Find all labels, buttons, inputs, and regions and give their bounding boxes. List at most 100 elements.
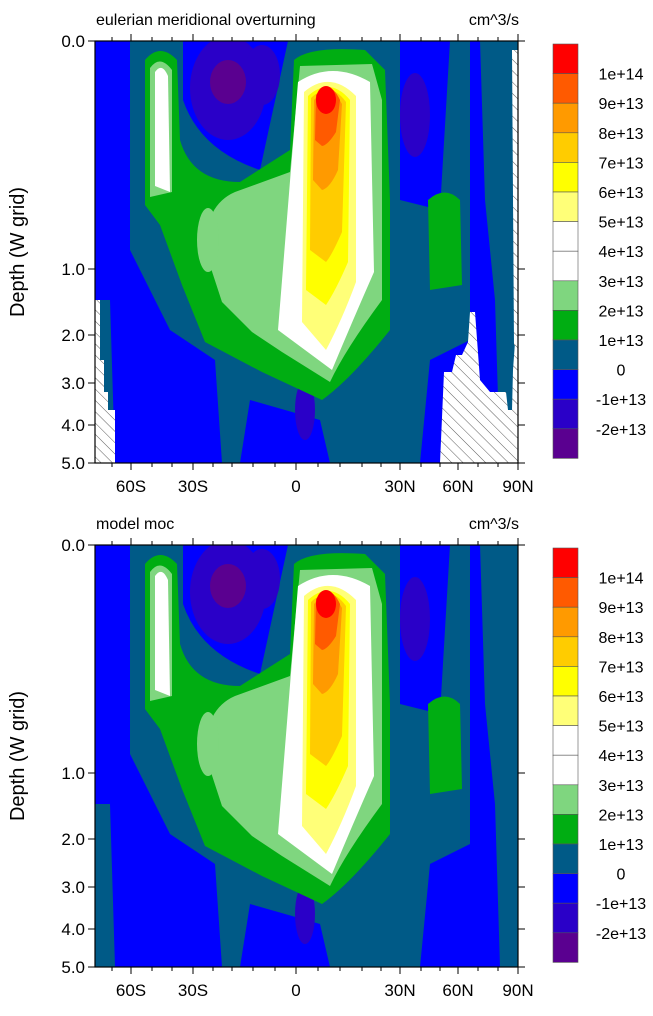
colorbar-label: 9e+13: [599, 96, 644, 113]
colorbar-box: [552, 339, 579, 370]
colorbar-box: [552, 932, 579, 963]
land-mask-arctic: [512, 50, 518, 345]
colorbar-box: [552, 873, 579, 904]
contour-level-2e13-to-3e13: [197, 208, 219, 272]
colorbar-label: 1e+13: [599, 333, 644, 350]
y-axis-label: Depth (W grid): [7, 187, 29, 317]
colorbar-box: [552, 784, 579, 815]
contour-level-0-to-1e13-north: [480, 545, 518, 967]
contour-level-3e13-to-5e13: [155, 67, 170, 192]
contour-level-minus2e13: [244, 549, 280, 609]
contour-level-1e13-to-2e13-north: [428, 192, 462, 290]
colorbar-box: [552, 902, 579, 934]
colorbar-label: -1e+13: [596, 896, 646, 913]
plot-panel-2: 60S 30S 0 30N 60N 90N 0.0 1.0 2.0 3.0 4.0 5.0 model …: [7, 516, 646, 1000]
colorbar-box: [552, 73, 579, 104]
colorbar-box: [552, 666, 579, 697]
y-tick-label: 1.0: [61, 764, 85, 783]
y-tick-label: 0.0: [61, 536, 85, 555]
contour-level-minus2e13: [400, 577, 430, 661]
colorbar-box: [552, 547, 579, 578]
colorbar-label: 0: [617, 363, 626, 380]
x-tick-label: 0: [291, 981, 300, 1000]
colorbar-label: -2e+13: [596, 926, 646, 943]
contour-level-minus2e13: [244, 45, 280, 105]
plot-frame: [94, 544, 519, 968]
colorbar-box: [552, 250, 579, 282]
units-label: cm^3/s: [469, 12, 519, 29]
y-tick-label: 2.0: [61, 830, 85, 849]
colorbar-label: 5e+13: [599, 719, 644, 736]
colorbar-label: 2e+13: [599, 303, 644, 320]
contour-level-3e13-to-5e13: [155, 571, 170, 696]
plot-frame: [94, 40, 519, 464]
colorbar-box: [552, 310, 579, 341]
colorbar-label: 6e+13: [599, 185, 644, 202]
land-mask-north: [440, 300, 518, 463]
contour-field: [95, 41, 518, 463]
x-tick-label: 60N: [442, 981, 473, 1000]
land-mask-south: [95, 300, 115, 463]
y-tick-label: 2.0: [61, 326, 85, 345]
colorbar-label: 7e+13: [599, 659, 644, 676]
x-tick-label: 60S: [116, 477, 146, 496]
colorbar-box: [552, 369, 579, 400]
colorbar-box: [552, 398, 579, 430]
contour-field: [95, 545, 518, 967]
colorbar-label: 5e+13: [599, 215, 644, 232]
contour-level-minus2e13: [295, 884, 315, 944]
colorbar-box: [552, 606, 579, 638]
colorbar-label: 1e+14: [599, 67, 644, 84]
colorbar-box: [552, 843, 579, 874]
contour-level-0-to-1e13-north: [480, 41, 518, 463]
colorbar-box: [552, 280, 579, 311]
x-tick-label: 30N: [384, 981, 415, 1000]
y-tick-label: 0.0: [61, 32, 85, 51]
colorbar-label: 7e+13: [599, 155, 644, 172]
y-tick-label: 3.0: [61, 878, 85, 897]
colorbar-label: -2e+13: [596, 422, 646, 439]
y-tick-label: 5.0: [61, 958, 85, 977]
colorbar-label: 1e+13: [599, 837, 644, 854]
contour-level-above-1e14: [316, 590, 336, 618]
contour-level-2e13-to-3e13: [197, 712, 219, 776]
colorbar-label: -1e+13: [596, 392, 646, 409]
contour-level-1e13-to-2e13-north: [428, 696, 462, 794]
x-tick-label: 30S: [178, 477, 208, 496]
colorbar-label: 4e+13: [599, 748, 644, 765]
y-tick-label: 4.0: [61, 920, 85, 939]
colorbar-label: 3e+13: [599, 778, 644, 795]
x-tick-label: 90N: [502, 981, 533, 1000]
colorbar-label: 8e+13: [599, 630, 644, 647]
colorbar-box: [552, 636, 579, 667]
plot-title: eulerian meridional overturning: [96, 12, 316, 29]
colorbar-box: [552, 428, 579, 459]
colorbar-box: [552, 221, 579, 252]
colorbar-box: [552, 191, 579, 222]
x-tick-label: 90N: [502, 477, 533, 496]
colorbar-label: 4e+13: [599, 244, 644, 261]
y-axis-label: Depth (W grid): [7, 691, 29, 821]
contour-level-below-minus2e13: [210, 60, 246, 104]
colorbar-box: [552, 695, 579, 726]
x-tick-label: 0: [291, 477, 300, 496]
colorbar-box: [552, 102, 579, 134]
colorbar-box: [552, 162, 579, 193]
colorbar-box: [552, 132, 579, 163]
colorbar-label: 3e+13: [599, 274, 644, 291]
y-tick-label: 1.0: [61, 260, 85, 279]
y-tick-label: 5.0: [61, 454, 85, 473]
contour-level-0-to-1e13-south: [95, 804, 115, 967]
colorbar-label: 1e+14: [599, 571, 644, 588]
plot-panel-1: 60S 30S 0 30N 60N 90N 0.0 1.0 2.0 3.0 4.0 5.0 euleri…: [7, 12, 646, 496]
x-tick-label: 30S: [178, 981, 208, 1000]
colorbar-box: [552, 754, 579, 786]
y-tick-label: 3.0: [61, 374, 85, 393]
plot-title: model moc: [96, 516, 174, 533]
x-tick-label: 30N: [384, 477, 415, 496]
colorbar-box: [552, 43, 579, 74]
colorbar-box: [552, 725, 579, 756]
units-label: cm^3/s: [469, 516, 519, 533]
colorbar-label: 2e+13: [599, 807, 644, 824]
